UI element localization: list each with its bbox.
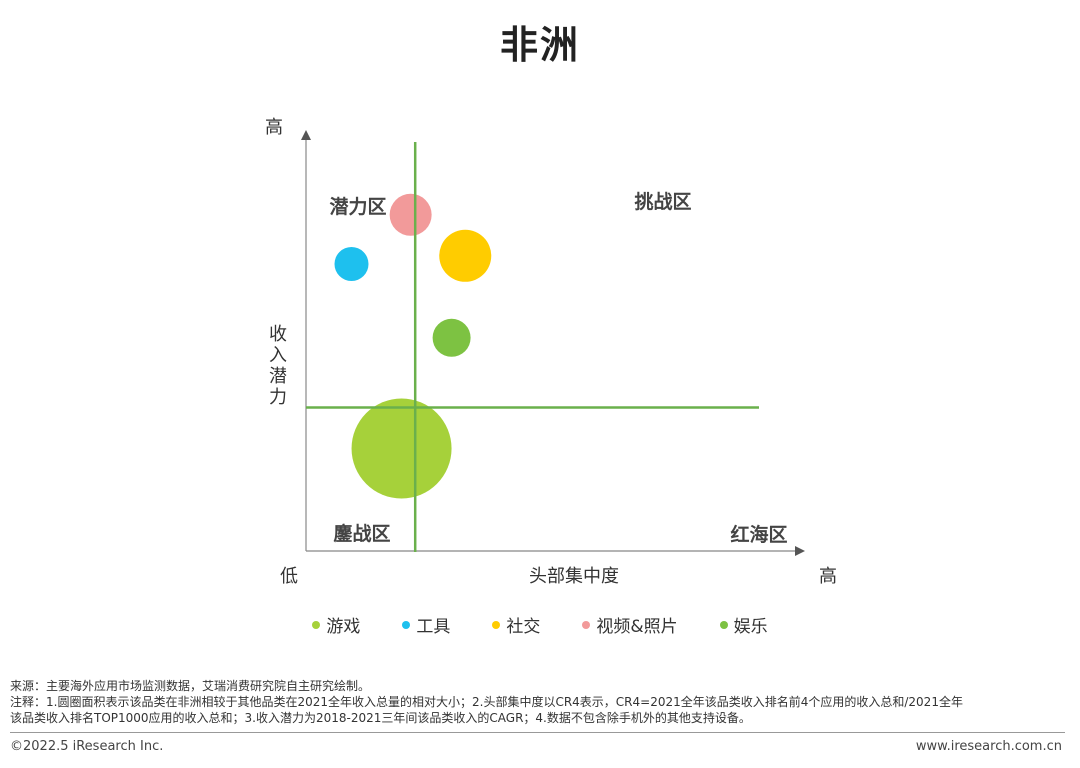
legend-item: 社交 xyxy=(492,612,540,637)
bubble-point xyxy=(351,398,452,499)
chart-legend: 游戏 工具 社交 视频&照片 娱乐 xyxy=(0,612,1080,637)
legend-dot-icon xyxy=(312,620,321,629)
quadrant-label-challenge: 挑战区 xyxy=(634,191,691,213)
x-axis-label: 头部集中度 xyxy=(529,566,619,587)
legend-item: 娱乐 xyxy=(719,612,768,637)
legend-label: 工具 xyxy=(416,617,451,637)
y-axis-arrow xyxy=(301,130,311,140)
y-axis-label-char: 潜 xyxy=(269,366,287,387)
source-note: 来源：主要海外应用市场监测数据，艾瑞消费研究院自主研究绘制。 xyxy=(10,679,371,693)
y-axis-label-char: 入 xyxy=(269,345,287,366)
y-axis-high-label: 高 xyxy=(265,117,283,138)
legend-label: 视频&照片 xyxy=(596,617,678,637)
legend-item: 视频&照片 xyxy=(582,612,678,637)
notes-line-2: 该品类收入排名TOP1000应用的收入总和；3.收入潜力为2018-2021三年… xyxy=(10,711,751,725)
legend-dot-icon xyxy=(492,620,501,629)
quadrant-label-potential: 潜力区 xyxy=(329,195,386,218)
legend-item: 游戏 xyxy=(312,612,360,637)
bubble-point xyxy=(439,229,492,282)
legend-dot-icon xyxy=(582,620,591,629)
x-axis-arrow xyxy=(795,546,805,556)
y-axis-label-char: 收 xyxy=(269,324,287,345)
website-link: www.iresearch.com.cn xyxy=(915,739,1062,754)
x-axis-high-label: 高 xyxy=(819,566,837,587)
legend-dot-icon xyxy=(402,620,411,629)
quadrant-label-redsea: 红海区 xyxy=(730,523,787,546)
page-title: 非洲 xyxy=(499,23,580,67)
legend-label: 娱乐 xyxy=(733,617,768,637)
legend-label: 游戏 xyxy=(326,617,361,637)
legend-dot-icon xyxy=(719,620,728,629)
bubble-point xyxy=(389,193,432,236)
bubble-point xyxy=(334,247,369,281)
footer-divider xyxy=(10,732,1065,733)
quadrant-label-battle: 鏖战区 xyxy=(333,522,390,545)
bubble-point xyxy=(432,318,471,357)
footer-notes: 来源：主要海外应用市场监测数据，艾瑞消费研究院自主研究绘制。 注释：1.圆圈面积… xyxy=(10,678,1070,726)
notes-line-1: 注释：1.圆圈面积表示该品类在非洲相较于其他品类在2021全年收入总量的相对大小… xyxy=(10,695,963,709)
y-axis-label-char: 力 xyxy=(269,387,287,408)
legend-label: 社交 xyxy=(506,617,541,637)
x-axis-low-label: 低 xyxy=(280,566,298,587)
copyright: ©2022.5 iResearch Inc. xyxy=(10,739,164,754)
legend-item: 工具 xyxy=(402,612,450,637)
